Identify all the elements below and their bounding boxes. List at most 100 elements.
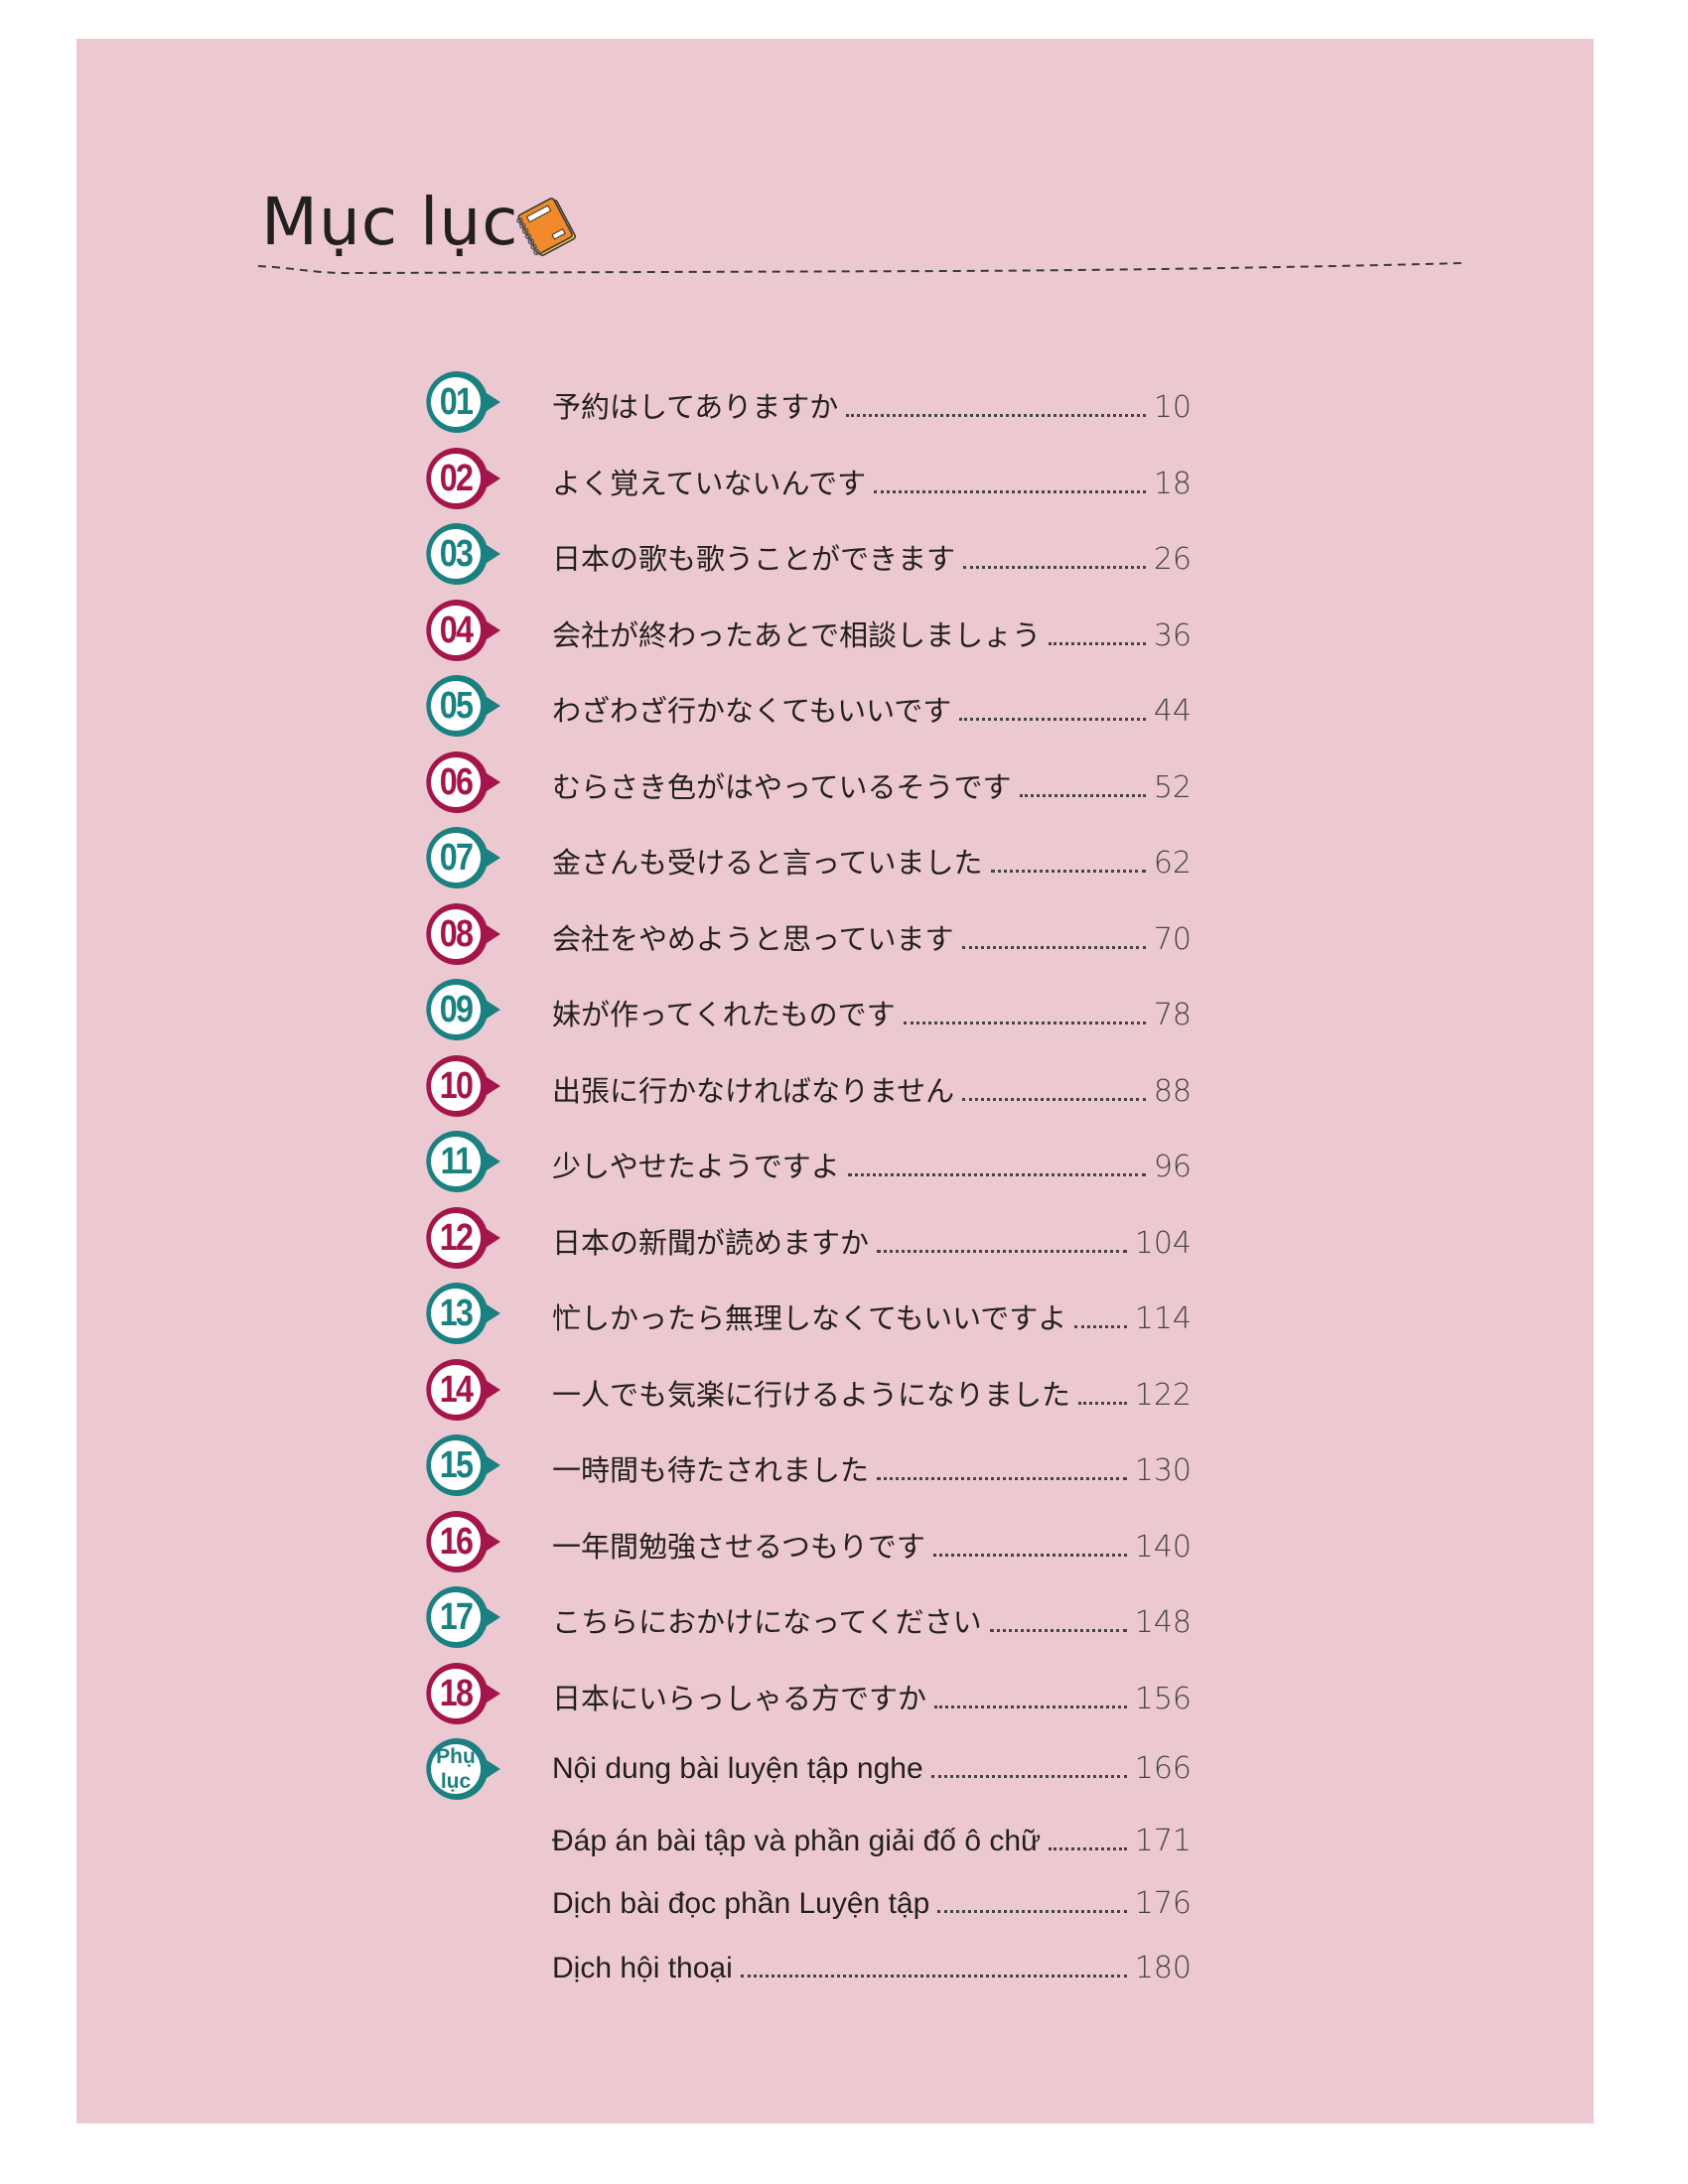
page-background xyxy=(76,39,1594,2123)
dot-leader xyxy=(1078,1401,1127,1405)
lesson-entry[interactable]: 13 忙しかったら無理しなくてもいいですよ 114 xyxy=(417,1279,1192,1344)
entry-title: 日本にいらっしゃる方ですか xyxy=(552,1681,927,1715)
lesson-number: 08 xyxy=(439,912,474,955)
lesson-entry[interactable]: 15 一時間も待たされました 130 xyxy=(417,1431,1192,1496)
lesson-number: 17 xyxy=(439,1596,474,1638)
lesson-number: 13 xyxy=(439,1293,474,1334)
dot-leader xyxy=(934,1705,1127,1708)
lesson-entry[interactable]: 05 わざわざ行かなくてもいいです 44 xyxy=(417,671,1192,737)
lesson-number-badge: 16 xyxy=(421,1507,500,1576)
entry-title: 金さんも受けると言っていました xyxy=(552,846,983,880)
entry-title: 出張に行かなければなりません xyxy=(552,1073,955,1108)
dot-leader xyxy=(1049,1847,1127,1850)
dot-leader xyxy=(903,1022,1146,1024)
lesson-number-badge: 11 xyxy=(421,1127,500,1196)
lesson-entry[interactable]: 12 日本の新聞が読めますか 104 xyxy=(417,1203,1192,1269)
appendix-entry[interactable]: Phụ lục Nội dung bài luyện tập nghe 166 xyxy=(417,1734,1192,1800)
dot-leader xyxy=(930,1775,1127,1778)
dot-leader xyxy=(847,1173,1146,1176)
page-number: 114 xyxy=(1134,1301,1192,1336)
page-number: 10 xyxy=(1153,390,1192,425)
entry-title: 妹が作ってくれたものです xyxy=(552,998,896,1031)
entry-title: むらさき色がはやっているそうです xyxy=(552,769,1012,804)
lesson-number: 11 xyxy=(440,1141,473,1182)
lesson-entry[interactable]: 16 一年間勉強させるつもりです 140 xyxy=(417,1507,1192,1572)
entry-title: Nội dung bài luyện tập nghe xyxy=(552,1752,923,1785)
entry-title: Dịch hội thoại xyxy=(552,1952,733,1984)
page-number: 26 xyxy=(1153,542,1192,577)
lesson-number: 06 xyxy=(439,760,474,803)
dot-leader xyxy=(1019,793,1146,797)
lesson-entry[interactable]: 04 会社が終わったあとで相談しましょう 36 xyxy=(417,596,1192,661)
entry-title: 少しやせたようですよ xyxy=(552,1150,840,1183)
lesson-entry[interactable]: 11 少しやせたようですよ 96 xyxy=(417,1127,1192,1192)
lesson-entry[interactable]: 07 金さんも受けると言っていました 62 xyxy=(417,823,1192,888)
entry-title: 一人でも気楽に行けるようになりました xyxy=(552,1377,1071,1412)
appendix-badge-line2: lục xyxy=(440,1770,472,1793)
lesson-number: 09 xyxy=(439,989,474,1030)
entry-title: 会社が終わったあとで相談しましょう xyxy=(552,617,1042,652)
lesson-entry[interactable]: 18 日本にいらっしゃる方ですか 156 xyxy=(417,1659,1192,1724)
page-number: 130 xyxy=(1134,1453,1192,1488)
page-number: 36 xyxy=(1153,617,1192,653)
dot-leader xyxy=(937,1910,1127,1913)
appendix-badge-line1: Phụ xyxy=(436,1745,476,1768)
lesson-number-badge: 09 xyxy=(421,975,500,1044)
entry-title: Đáp án bài tập và phần giải đố ô chữ xyxy=(552,1825,1042,1857)
lesson-number: 01 xyxy=(439,381,474,423)
dot-leader xyxy=(932,1553,1127,1557)
lesson-number: 14 xyxy=(439,1368,474,1411)
lesson-number: 10 xyxy=(439,1064,474,1107)
dot-leader xyxy=(961,945,1146,949)
lesson-number: 05 xyxy=(439,685,474,727)
lesson-number-badge: 13 xyxy=(421,1279,500,1348)
lesson-number: 18 xyxy=(439,1672,474,1714)
lesson-entry[interactable]: 09 妹が作ってくれたものです 78 xyxy=(417,975,1192,1040)
lesson-entry[interactable]: 03 日本の歌も歌うことができます 26 xyxy=(417,519,1192,585)
entry-title: こちらにおかけになってください xyxy=(552,1605,982,1639)
lesson-number-badge: 15 xyxy=(421,1431,500,1500)
appendix-entry[interactable]: Dịch bài đọc phần Luyện tập 176 xyxy=(417,1869,1192,1929)
dot-leader xyxy=(877,1477,1127,1480)
appendix-badge: Phụ lục xyxy=(421,1734,500,1804)
dot-leader xyxy=(740,1975,1127,1978)
lesson-entry[interactable]: 08 会社をやめようと思っています 70 xyxy=(417,899,1192,965)
page-number: 70 xyxy=(1153,921,1192,957)
entry-title: Dịch bài đọc phần Luyện tập xyxy=(552,1887,930,1920)
lesson-number-badge: 02 xyxy=(421,444,500,513)
lesson-number: 07 xyxy=(439,837,474,879)
page-number: 148 xyxy=(1134,1605,1192,1640)
lesson-number-badge: 06 xyxy=(421,748,500,817)
dot-leader xyxy=(959,718,1146,721)
lesson-number-badge: 14 xyxy=(421,1355,500,1425)
page-number: 171 xyxy=(1134,1824,1192,1858)
page-number: 176 xyxy=(1134,1886,1192,1921)
page-title: Mục lục xyxy=(261,184,519,260)
appendix-entry[interactable]: Đáp án bài tập và phần giải đố ô chữ 171 xyxy=(417,1807,1192,1866)
appendix-entry[interactable]: Dịch hội thoại 180 xyxy=(417,1934,1192,1993)
page-number: 18 xyxy=(1153,466,1192,501)
entry-title: 日本の歌も歌うことができます xyxy=(552,542,956,576)
lesson-number-badge: 05 xyxy=(421,671,500,741)
lesson-entry[interactable]: 14 一人でも気楽に行けるようになりました 122 xyxy=(417,1355,1192,1421)
page-number: 52 xyxy=(1153,769,1192,805)
lesson-number-badge: 03 xyxy=(421,519,500,589)
page-number: 122 xyxy=(1134,1377,1192,1413)
lesson-number-badge: 10 xyxy=(421,1051,500,1121)
lesson-entry[interactable]: 10 出張に行かなければなりません 88 xyxy=(417,1051,1192,1117)
page-number: 62 xyxy=(1153,846,1192,881)
page-number: 96 xyxy=(1153,1150,1192,1184)
lesson-entry[interactable]: 01 予約はしてありますか 10 xyxy=(417,367,1192,433)
lesson-number-badge: 04 xyxy=(421,596,500,665)
lesson-entry[interactable]: 02 よく覚えていないんです 18 xyxy=(417,444,1192,509)
dot-leader xyxy=(874,489,1146,493)
lesson-number: 04 xyxy=(439,609,474,651)
lesson-number: 16 xyxy=(439,1520,474,1563)
lesson-number-badge: 12 xyxy=(421,1203,500,1273)
lesson-entry[interactable]: 06 むらさき色がはやっているそうです 52 xyxy=(417,748,1192,813)
lesson-number-badge: 08 xyxy=(421,899,500,969)
lesson-number: 12 xyxy=(439,1216,474,1259)
lesson-entry[interactable]: 17 こちらにおかけになってください 148 xyxy=(417,1582,1192,1648)
entry-title: 一年間勉強させるつもりです xyxy=(552,1529,925,1564)
page-number: 88 xyxy=(1153,1073,1192,1109)
